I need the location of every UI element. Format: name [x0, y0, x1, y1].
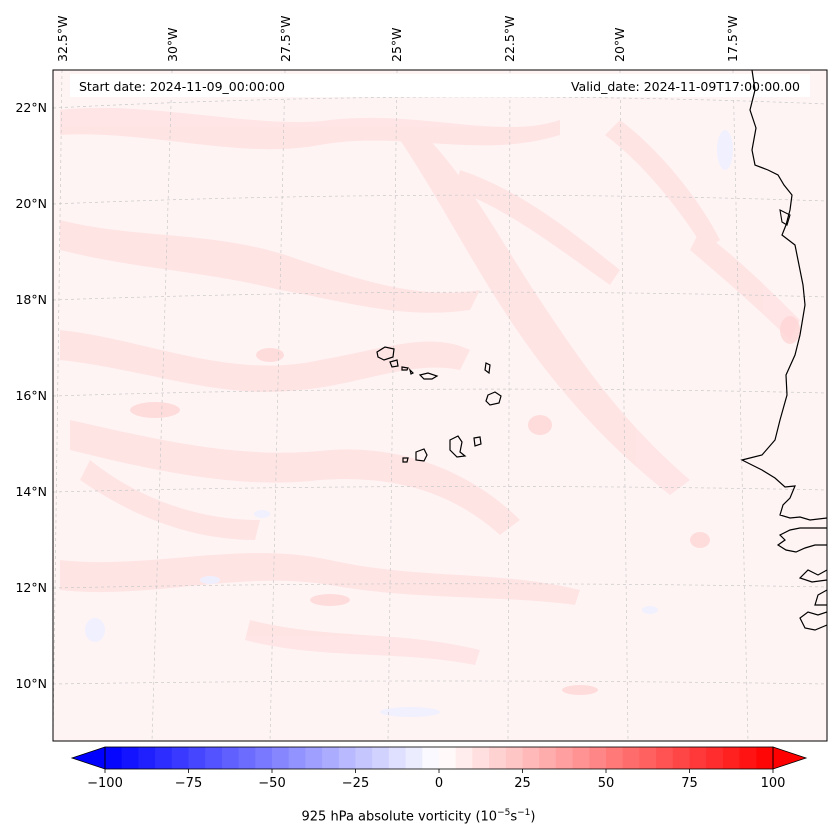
latitude-labels: 22°N 20°N 18°N 16°N 14°N 12°N 10°N — [15, 100, 47, 691]
colorbar-cell — [255, 747, 273, 769]
colorbar-title-exponent-2: −1 — [517, 808, 531, 818]
colorbar-cell — [138, 747, 156, 769]
colorbar-cell — [221, 747, 240, 769]
colorbar-cell — [539, 747, 557, 769]
coastal-island — [779, 209, 791, 226]
colorbar-max-extend — [772, 746, 808, 770]
colorbar-tick-label: −25 — [342, 776, 369, 791]
colorbar-cell — [555, 747, 574, 769]
colorbar-tick-label: 25 — [514, 776, 531, 791]
colorbar-tick-label: 50 — [598, 776, 615, 791]
lat-label-20n: 20°N — [15, 196, 47, 211]
lat-label-18n: 18°N — [15, 292, 47, 307]
map-frame — [52, 69, 828, 742]
vorticity-field — [53, 70, 827, 741]
colorbar-cell — [238, 747, 256, 769]
colorbar-cell — [522, 747, 540, 769]
lat-label-22n: 22°N — [15, 100, 47, 115]
colorbar-cell — [756, 747, 774, 769]
colorbar-cells — [105, 747, 774, 769]
colorbar-ticks: −100 −75 −50 −25 0 25 50 75 100 — [87, 769, 785, 791]
colorbar-cell — [121, 747, 139, 769]
colorbar-cell — [288, 747, 306, 769]
lon-label-20w: 20°W — [612, 27, 627, 62]
positive-vorticity-cores — [130, 316, 800, 695]
lon-label-27-5w: 27.5°W — [278, 16, 293, 62]
colorbar-cell — [422, 747, 440, 769]
colorbar-cell — [105, 747, 123, 769]
colorbar-cell — [455, 747, 473, 769]
colorbar-cell — [338, 747, 356, 769]
positive-vorticity-patches — [60, 107, 800, 665]
colorbar-cell — [672, 747, 690, 769]
colorbar-title-exponent-1: −5 — [497, 808, 511, 818]
lon-label-17-5w: 17.5°W — [725, 16, 740, 62]
colorbar-cell — [722, 747, 741, 769]
colorbar-cell — [188, 747, 206, 769]
lat-label-16n: 16°N — [15, 388, 47, 403]
colorbar-cell — [272, 747, 290, 769]
colorbar-title-prefix: 925 hPa absolute vorticity (10 — [301, 809, 498, 825]
colorbar-cell — [388, 747, 407, 769]
colorbar-cell — [606, 747, 624, 769]
lon-label-32-5w: 32.5°W — [55, 16, 70, 62]
lat-label-14n: 14°N — [15, 484, 47, 499]
colorbar-cell — [639, 747, 657, 769]
colorbar-cell — [171, 747, 189, 769]
colorbar-cell — [322, 747, 340, 769]
cape-verde-islands — [376, 346, 502, 463]
colorbar-tick-label: −50 — [258, 776, 285, 791]
lat-label-10n: 10°N — [15, 676, 47, 691]
lon-label-22-5w: 22.5°W — [502, 16, 517, 62]
colorbar-title-unit: s — [510, 809, 518, 825]
colorbar-cell — [706, 747, 724, 769]
colorbar-cell — [439, 747, 457, 769]
colorbar-cell — [589, 747, 607, 769]
colorbar-cell — [372, 747, 390, 769]
colorbar-cell — [622, 747, 640, 769]
africa-coastline — [740, 70, 827, 521]
colorbar-tick-label: −100 — [87, 776, 123, 791]
lon-label-30w: 30°W — [165, 27, 180, 62]
longitude-labels: 32.5°W 30°W 27.5°W 25°W 22.5°W 20°W 17.5… — [55, 16, 740, 62]
colorbar-cell — [405, 747, 423, 769]
colorbar-min-extend — [70, 746, 106, 770]
colorbar-tick-label: 100 — [761, 776, 786, 791]
lat-label-12n: 12°N — [15, 580, 47, 595]
colorbar-tick-label: 0 — [435, 776, 443, 791]
colorbar-cell — [489, 747, 507, 769]
colorbar-tick-label: −75 — [175, 776, 202, 791]
graticule — [53, 70, 827, 741]
valid-date-label: Valid_date: 2024-11-09T17:00:00.00 — [571, 79, 800, 94]
colorbar-cell — [739, 747, 757, 769]
colorbar-cell — [689, 747, 707, 769]
colorbar-cell — [205, 747, 223, 769]
colorbar-cell — [572, 747, 590, 769]
colorbar-title: 925 hPa absolute vorticity (10−5s−1) — [0, 808, 837, 824]
colorbar-cell — [656, 747, 674, 769]
colorbar-cell — [505, 747, 523, 769]
africa-coastline-south — [776, 527, 827, 631]
colorbar-cell — [355, 747, 373, 769]
start-date-label: Start date: 2024-11-09_00:00:00 — [79, 79, 285, 94]
colorbar-cell — [472, 747, 490, 769]
negative-vorticity-patches — [85, 130, 733, 717]
lon-label-25w: 25°W — [389, 27, 404, 62]
colorbar-cell — [155, 747, 173, 769]
colorbar-tick-label: 75 — [681, 776, 698, 791]
header-box — [70, 74, 810, 97]
colorbar: −100 −75 −50 −25 0 25 50 75 100 — [70, 746, 808, 791]
colorbar-cell — [305, 747, 323, 769]
colorbar-title-suffix: ) — [530, 809, 536, 825]
